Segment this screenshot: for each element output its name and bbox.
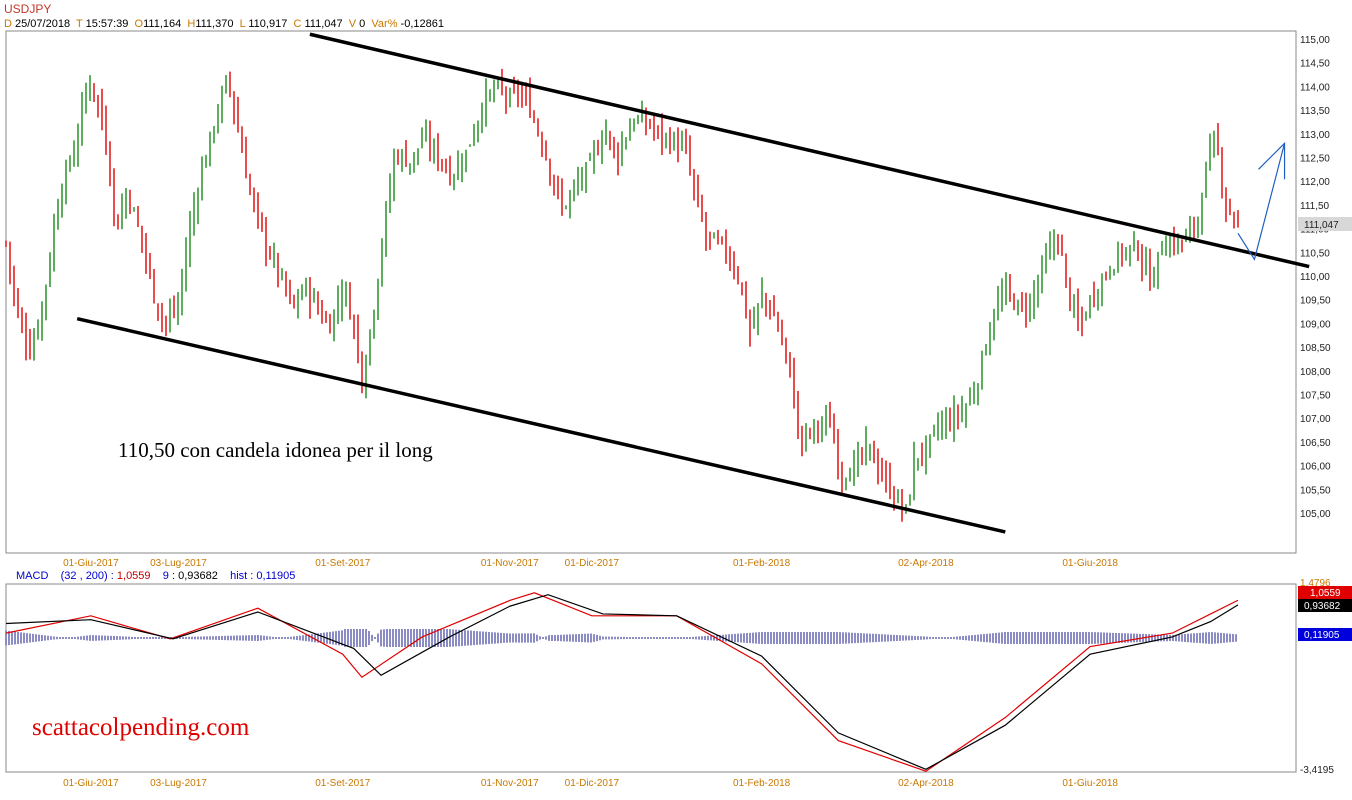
- price-candles: [5, 68, 1239, 522]
- price-tick-label: 110,50: [1300, 248, 1330, 259]
- price-axis: 115,00 114,50 114,00 113,50 113,00 112,50 112,…: [1300, 35, 1331, 520]
- price-tick-label: 107,00: [1300, 414, 1331, 425]
- chart-symbol: USDJPY: [4, 2, 52, 16]
- macd-value-box-label: 1,0559: [1310, 588, 1341, 599]
- trendline-lower: [76, 316, 1006, 534]
- open-value: 111,164: [143, 18, 182, 30]
- projection-arrow-line: [1237, 143, 1286, 261]
- date-tick-label: 03-Lug-2017: [150, 558, 207, 569]
- price-panel-frame: [5, 30, 1297, 554]
- macd-date-tick-label: 01-Feb-2018: [733, 778, 791, 789]
- macd-date-tick-label: 01-Giu-2018: [1062, 778, 1118, 789]
- low-value: 110,917: [248, 18, 288, 30]
- trendline-upper: [309, 32, 1310, 269]
- macd-axis: 1,4796 -3,4195: [1300, 578, 1334, 776]
- high-value: 111,370: [195, 18, 234, 30]
- macd-header: MACD (32 , 200) : 1,0559 9 : 0,93682 his…: [16, 570, 295, 582]
- open-key: O: [134, 18, 144, 30]
- price-tick-label: 114,00: [1300, 82, 1330, 93]
- price-tick-label: 111,50: [1300, 201, 1330, 212]
- chart-annotation: 110,50 con candela idonea per il long: [118, 438, 433, 462]
- last-price-label: 111,047: [1304, 220, 1339, 231]
- signal-value: 0,93682: [178, 570, 218, 582]
- date-tick-label: 01-Dic-2017: [565, 558, 620, 569]
- price-tick-label: 114,50: [1300, 59, 1330, 70]
- macd-date-tick-label: 01-Set-2017: [315, 778, 370, 789]
- watermark: scattacolpending.com: [32, 714, 250, 741]
- time-value: 15:57:39: [85, 18, 129, 30]
- variation-value: -0,12861: [400, 18, 444, 30]
- hist-label: hist :: [230, 570, 254, 582]
- price-tick-label: 105,00: [1300, 509, 1331, 520]
- date-tick-label: 02-Apr-2018: [898, 558, 954, 569]
- price-tick-label: 113,00: [1300, 130, 1330, 141]
- last-price-box: [1298, 217, 1352, 231]
- price-tick-label: 106,00: [1300, 462, 1331, 473]
- hist-value-box: [1298, 628, 1352, 641]
- date-axis: 01-Giu-2017 03-Lug-2017 01-Set-2017 01-Nov-…: [63, 558, 1118, 789]
- projection-arrowhead: [1258, 141, 1286, 180]
- signal-value-box: [1298, 599, 1352, 612]
- price-tick-label: 110,00: [1300, 272, 1330, 283]
- date-tick-label: 01-Giu-2017: [63, 558, 119, 569]
- macd-max-tick: 1,4796: [1300, 578, 1331, 589]
- price-tick-label: 115,00: [1300, 35, 1330, 46]
- low-key: L: [239, 18, 246, 30]
- date-tick-label: 01-Nov-2017: [481, 558, 539, 569]
- time-key: T: [76, 18, 83, 30]
- macd-date-tick-label: 01-Giu-2017: [63, 778, 119, 789]
- close-key: C: [293, 18, 302, 30]
- date-value: 25/07/2018: [15, 18, 71, 30]
- price-tick-label: 109,50: [1300, 296, 1331, 307]
- macd-min-tick: -3,4195: [1300, 765, 1334, 776]
- signal-label: 9 :: [162, 570, 176, 582]
- macd-panel-frame: [5, 583, 1297, 773]
- variation-key: Var%: [371, 18, 398, 30]
- hist-value: 0,11905: [256, 570, 296, 582]
- price-tick-label: 105,50: [1300, 485, 1331, 496]
- volume-key: V: [348, 18, 357, 30]
- macd-params: (32 , 200) :: [60, 570, 114, 582]
- price-tick-label: 112,00: [1300, 177, 1330, 188]
- last-price-marker: 111,047: [1298, 217, 1352, 231]
- date-key: D: [4, 18, 12, 30]
- high-key: H: [187, 18, 196, 30]
- macd-lines: [5, 592, 1239, 772]
- volume-value: 0: [359, 18, 366, 30]
- ohlc-readout: D 25/07/2018 T 15:57:39 O111,164 H111,37…: [4, 18, 444, 30]
- macd-date-tick-label: 02-Apr-2018: [898, 778, 954, 789]
- trendlines: [76, 32, 1310, 534]
- macd-value-box: [1298, 586, 1352, 599]
- date-tick-label: 01-Set-2017: [315, 558, 370, 569]
- macd-value-boxes: 1,0559 0,93682 0,11905: [1298, 586, 1352, 641]
- macd-date-tick-label: 01-Dic-2017: [565, 778, 620, 789]
- price-tick-label: 109,00: [1300, 319, 1331, 330]
- date-tick-label: 01-Feb-2018: [733, 558, 791, 569]
- price-tick-label: 106,50: [1300, 438, 1331, 449]
- price-tick-label: 108,00: [1300, 367, 1331, 378]
- macd-value: 1,0559: [116, 570, 151, 582]
- price-tick-label: 107,50: [1300, 391, 1331, 402]
- hist-value-box-label: 0,11905: [1304, 630, 1340, 641]
- signal-value-box-label: 0,93682: [1304, 601, 1341, 612]
- close-value: 111,047: [304, 18, 343, 30]
- macd-series-macd: [5, 592, 1239, 772]
- macd-date-tick-label: 03-Lug-2017: [150, 778, 207, 789]
- macd-date-tick-label: 01-Nov-2017: [481, 778, 539, 789]
- price-tick-label: 113,50: [1300, 106, 1330, 117]
- price-tick-label: 108,50: [1300, 343, 1331, 354]
- macd-series-signal: [5, 594, 1239, 770]
- macd-label: MACD: [16, 570, 49, 582]
- projection-arrow: [1237, 141, 1286, 261]
- macd-histogram: [5, 629, 1237, 647]
- date-tick-label: 01-Giu-2018: [1062, 558, 1118, 569]
- price-tick-label: 112,50: [1300, 154, 1330, 165]
